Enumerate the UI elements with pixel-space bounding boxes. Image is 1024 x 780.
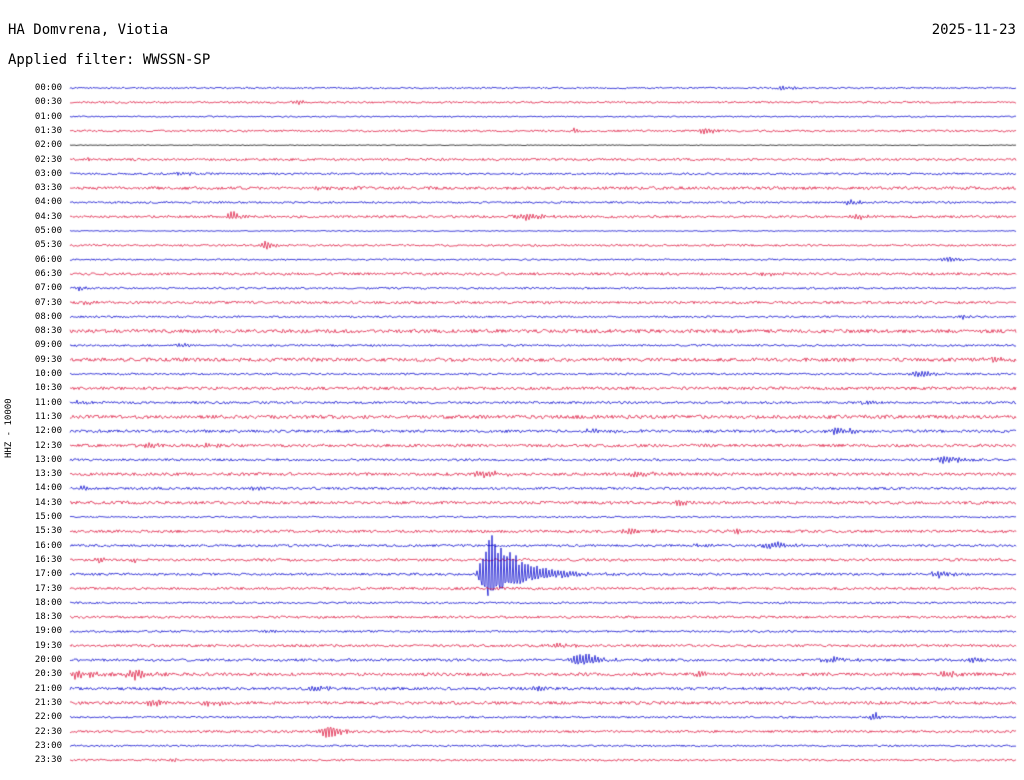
time-label: 15:30 <box>34 526 62 537</box>
time-label: 06:00 <box>34 254 62 265</box>
time-label: 17:30 <box>34 583 62 594</box>
time-label: 03:00 <box>34 168 62 179</box>
time-label: 09:00 <box>34 340 62 351</box>
time-label: 04:30 <box>34 211 62 222</box>
time-label: 14:30 <box>34 497 62 508</box>
time-label: 23:00 <box>34 740 62 751</box>
time-label: 02:00 <box>34 140 62 151</box>
time-label: 12:00 <box>34 426 62 437</box>
date-label: 2025-11-23 <box>931 22 1016 38</box>
time-label: 04:00 <box>34 197 62 208</box>
time-label: 20:00 <box>34 655 62 665</box>
time-label: 02:30 <box>34 154 62 165</box>
time-label: 19:00 <box>34 626 62 637</box>
time-label: 05:30 <box>34 240 62 251</box>
time-label: 07:30 <box>34 297 62 308</box>
time-label: 11:00 <box>34 397 62 408</box>
time-label: 10:00 <box>34 369 62 379</box>
time-label: 00:30 <box>34 97 62 108</box>
time-label: 14:00 <box>34 483 62 494</box>
time-label: 16:00 <box>34 540 62 551</box>
time-label: 15:00 <box>34 512 62 522</box>
time-label: 01:00 <box>34 111 62 122</box>
time-label: 06:30 <box>34 268 62 279</box>
time-label: 21:30 <box>34 697 62 708</box>
time-label: 13:00 <box>34 454 62 465</box>
time-label: 19:30 <box>34 640 62 651</box>
time-label: 17:00 <box>34 569 62 580</box>
time-label: 18:30 <box>34 612 62 623</box>
time-label: 10:30 <box>34 383 62 394</box>
time-label: 23:30 <box>34 755 62 766</box>
time-label: 01:30 <box>34 125 62 136</box>
time-label: 22:30 <box>34 726 62 737</box>
time-label: 00:00 <box>34 83 62 93</box>
time-label: 18:00 <box>34 597 62 608</box>
time-label: 08:30 <box>34 326 62 337</box>
time-label: 03:30 <box>34 183 62 194</box>
applied-filter-label: Applied filter: WWSSN-SP <box>8 52 211 68</box>
channel-scale-axis-label: HHZ - 10000 <box>4 398 14 458</box>
time-label: 07:00 <box>34 283 62 294</box>
time-label: 22:00 <box>34 712 62 723</box>
time-label: 11:30 <box>34 411 62 422</box>
station-title: HA Domvrena, Viotia <box>8 22 169 38</box>
time-label: 16:30 <box>34 554 62 565</box>
time-label: 13:30 <box>34 469 62 480</box>
time-label: 05:00 <box>34 226 62 236</box>
time-label: 20:30 <box>34 669 62 680</box>
time-label: 21:00 <box>34 683 62 694</box>
time-label: 08:00 <box>34 311 62 322</box>
time-label: 12:30 <box>34 440 62 451</box>
time-label: 09:30 <box>34 354 62 365</box>
